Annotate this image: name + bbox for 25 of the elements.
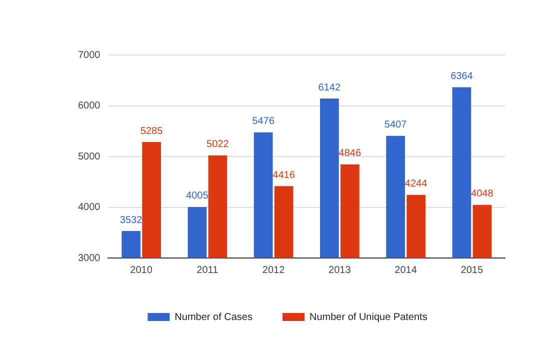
- data-label: 4846: [338, 148, 362, 160]
- x-tick-label: 2011: [196, 264, 219, 276]
- data-label: 3532: [120, 214, 143, 226]
- x-tick-label: 2010: [130, 264, 153, 276]
- y-tick-label: 3000: [78, 252, 101, 264]
- data-label: 6364: [450, 71, 474, 82]
- legend-label: Number of Cases: [174, 312, 252, 323]
- data-label: 4244: [404, 178, 428, 190]
- legend-label: Number of Unique Patents: [309, 312, 428, 323]
- data-label: 5407: [384, 120, 408, 131]
- data-label: 5022: [206, 139, 230, 150]
- y-tick-label: 7000: [78, 50, 101, 61]
- x-tick-label: 2013: [328, 264, 352, 276]
- x-tick-label: 2015: [460, 264, 484, 276]
- y-tick-label: 4000: [78, 202, 101, 213]
- data-label: 4048: [471, 188, 494, 200]
- data-label: 4416: [272, 170, 296, 181]
- y-tick-label: 6000: [78, 100, 101, 112]
- data-label: 5476: [252, 116, 275, 128]
- y-tick-label: 5000: [78, 151, 101, 162]
- data-label: 5285: [140, 126, 164, 137]
- data-label: 6142: [318, 82, 341, 94]
- data-label: 4005: [186, 190, 209, 202]
- x-tick-label: 2014: [394, 264, 418, 276]
- x-tick-label: 2012: [262, 264, 286, 276]
